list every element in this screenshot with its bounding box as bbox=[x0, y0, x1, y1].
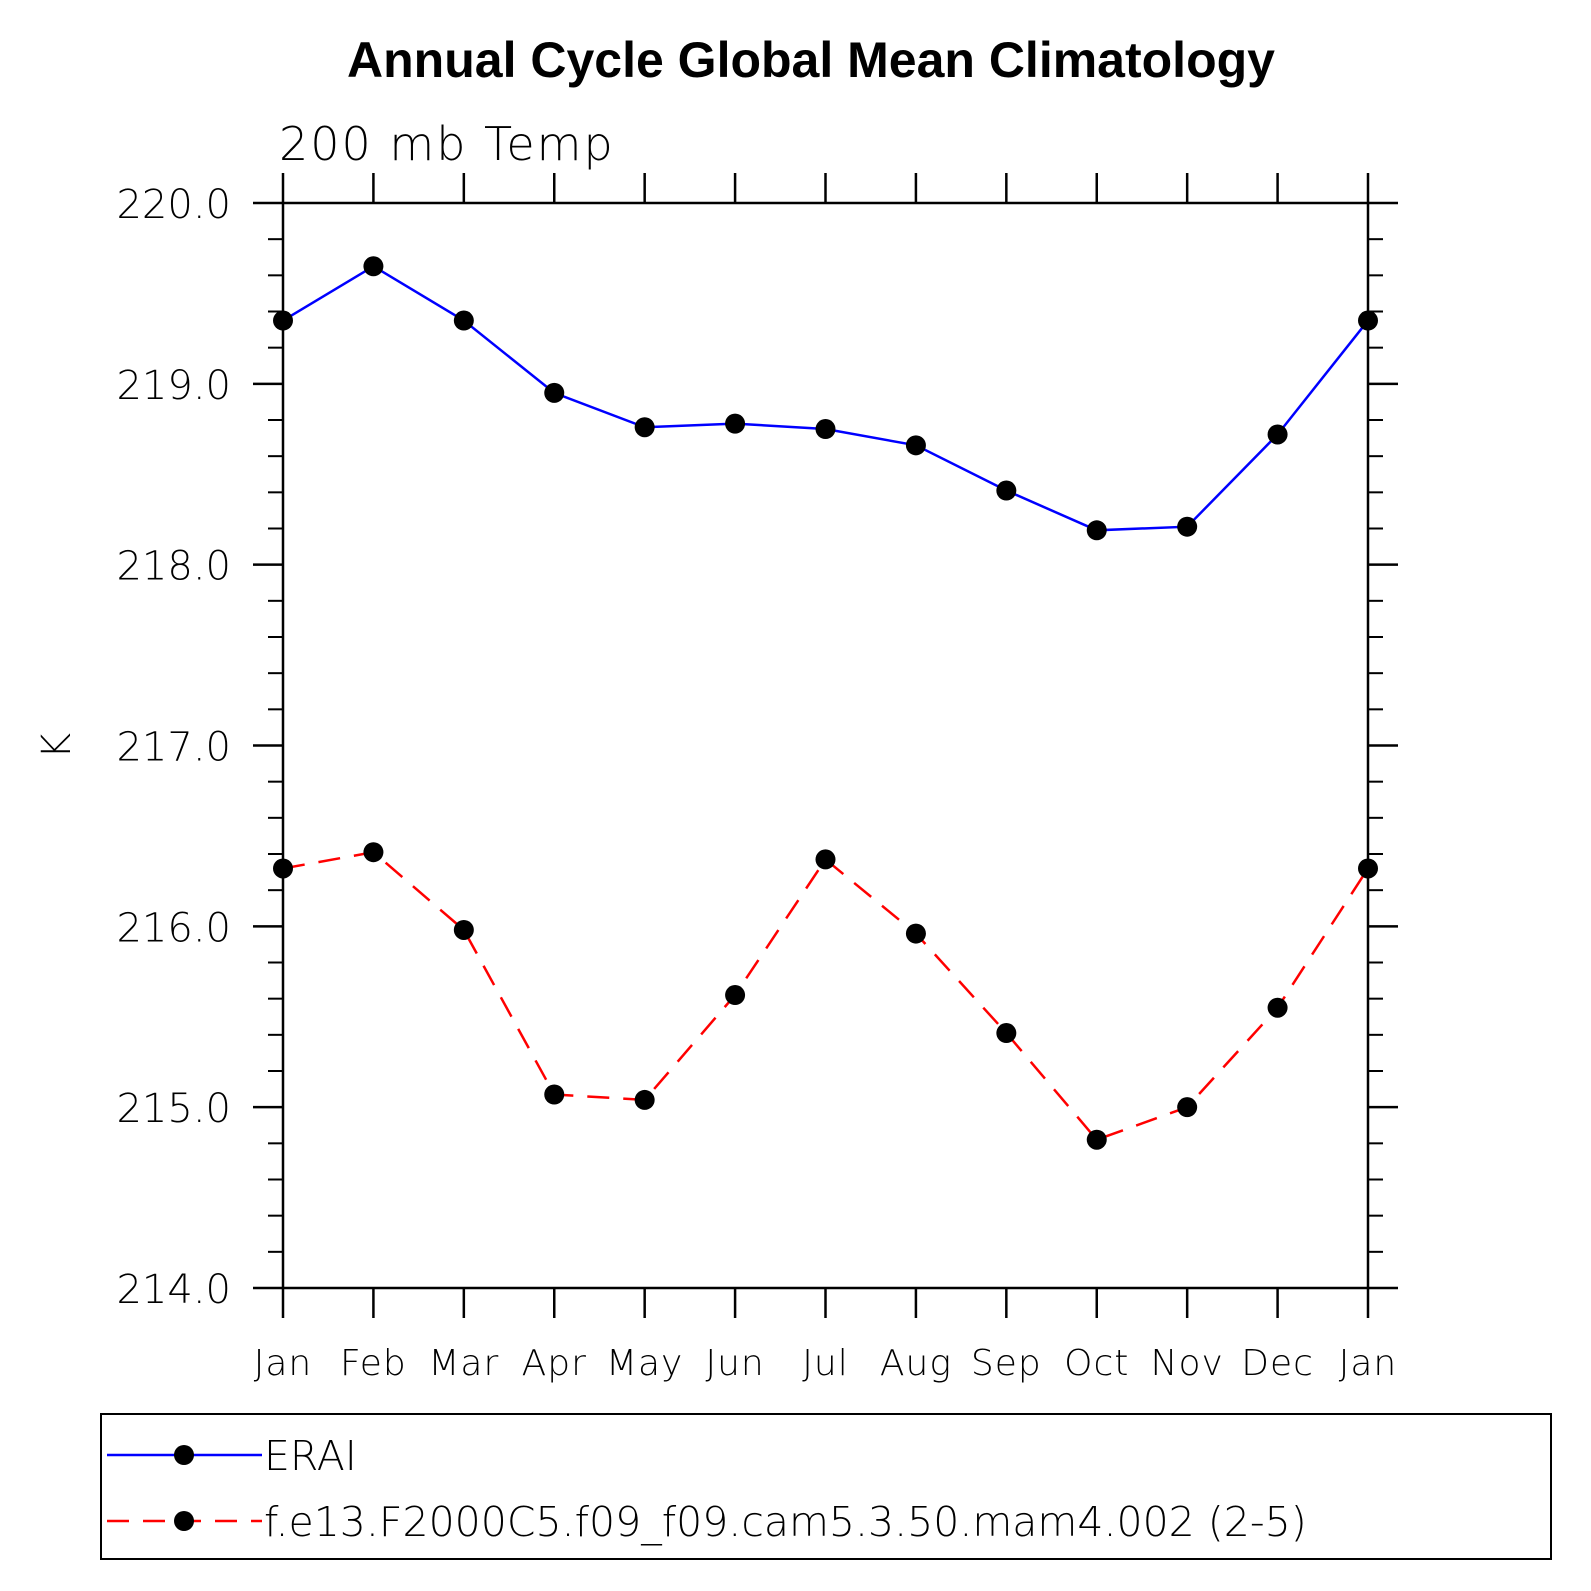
plot-frame bbox=[281, 201, 1370, 1290]
series-point-1 bbox=[273, 858, 293, 879]
x-tick-label: Sep bbox=[971, 1343, 1042, 1384]
series-line-1 bbox=[282, 850, 1370, 1142]
x-tick-label: Apr bbox=[522, 1343, 587, 1384]
x-tick-label: Jan bbox=[1339, 1343, 1398, 1384]
series-point-0 bbox=[273, 310, 293, 331]
y-tick-label: 216.0 bbox=[116, 905, 231, 951]
legend-label-erai: ERAI bbox=[264, 1432, 357, 1480]
legend-box bbox=[100, 1413, 1552, 1560]
series-point-1 bbox=[363, 842, 384, 863]
y-tick-labels: 214.0 215.0 216.0 217.0 218.0 219.0 220.0 bbox=[116, 182, 231, 1313]
y-axis-label: K bbox=[34, 733, 80, 759]
series-point-0 bbox=[453, 310, 474, 331]
series-point-0 bbox=[544, 382, 565, 403]
x-tick-label: Nov bbox=[1151, 1343, 1224, 1384]
chart-title: Annual Cycle Global Mean Climatology bbox=[347, 32, 1275, 88]
x-tick-label: Mar bbox=[428, 1343, 499, 1384]
series-point-1 bbox=[544, 1084, 565, 1105]
y-tick-label: 214.0 bbox=[116, 1267, 231, 1313]
series-point-0 bbox=[1358, 310, 1378, 331]
minor-ticks bbox=[268, 238, 1383, 1253]
series-point-0 bbox=[363, 256, 384, 277]
legend: ERAI f.e13.F2000C5.f09_f09.cam5.3.50.mam… bbox=[100, 1413, 1552, 1560]
series-point-0 bbox=[996, 480, 1017, 501]
series-point-1 bbox=[1086, 1129, 1107, 1150]
series-point-1 bbox=[1267, 997, 1288, 1018]
series-point-1 bbox=[996, 1023, 1017, 1044]
x-tick-label: Oct bbox=[1064, 1343, 1129, 1384]
series-point-0 bbox=[634, 417, 655, 438]
y-tick-label: 219.0 bbox=[116, 363, 231, 409]
series-point-0 bbox=[815, 419, 836, 440]
x-tick-label: May bbox=[606, 1343, 683, 1384]
y-tick-label: 215.0 bbox=[116, 1086, 231, 1132]
y-tick-label: 217.0 bbox=[116, 725, 231, 771]
legend-label-model: f.e13.F2000C5.f09_f09.cam5.3.50.mam4.002… bbox=[264, 1498, 1307, 1546]
legend-marker-model bbox=[174, 1511, 194, 1531]
series-point-0 bbox=[1267, 424, 1288, 445]
series-point-1 bbox=[905, 923, 926, 944]
x-tick-label: Dec bbox=[1241, 1343, 1314, 1384]
series-line-0 bbox=[282, 264, 1369, 532]
series-point-1 bbox=[815, 849, 836, 870]
x-tick-labels: Jan Feb Mar Apr May Jun Jul Aug Sep Oct Nov Dec Jan bbox=[254, 1343, 1398, 1384]
series-point-0 bbox=[725, 413, 746, 434]
series-point-0 bbox=[905, 435, 926, 456]
x-tick-label: Jun bbox=[705, 1343, 764, 1384]
series-point-1 bbox=[725, 985, 746, 1006]
series-point-1 bbox=[634, 1089, 655, 1110]
series-point-1 bbox=[1177, 1097, 1198, 1118]
x-tick-label: Jan bbox=[254, 1343, 313, 1384]
y-tick-label: 220.0 bbox=[116, 182, 231, 228]
x-tick-label: Feb bbox=[340, 1343, 407, 1384]
major-ticks bbox=[253, 173, 1398, 1318]
series-point-1 bbox=[453, 919, 474, 940]
x-tick-label: Aug bbox=[880, 1343, 952, 1384]
x-tick-label: Jul bbox=[802, 1343, 848, 1384]
y-tick-label: 218.0 bbox=[116, 544, 231, 590]
series-layer bbox=[273, 256, 1378, 1150]
series-point-0 bbox=[1086, 520, 1107, 541]
series-point-1 bbox=[1358, 858, 1378, 879]
legend-marker-erai bbox=[174, 1445, 194, 1465]
series-point-0 bbox=[1177, 516, 1198, 537]
chart-subtitle: 200 mb Temp bbox=[279, 117, 615, 171]
